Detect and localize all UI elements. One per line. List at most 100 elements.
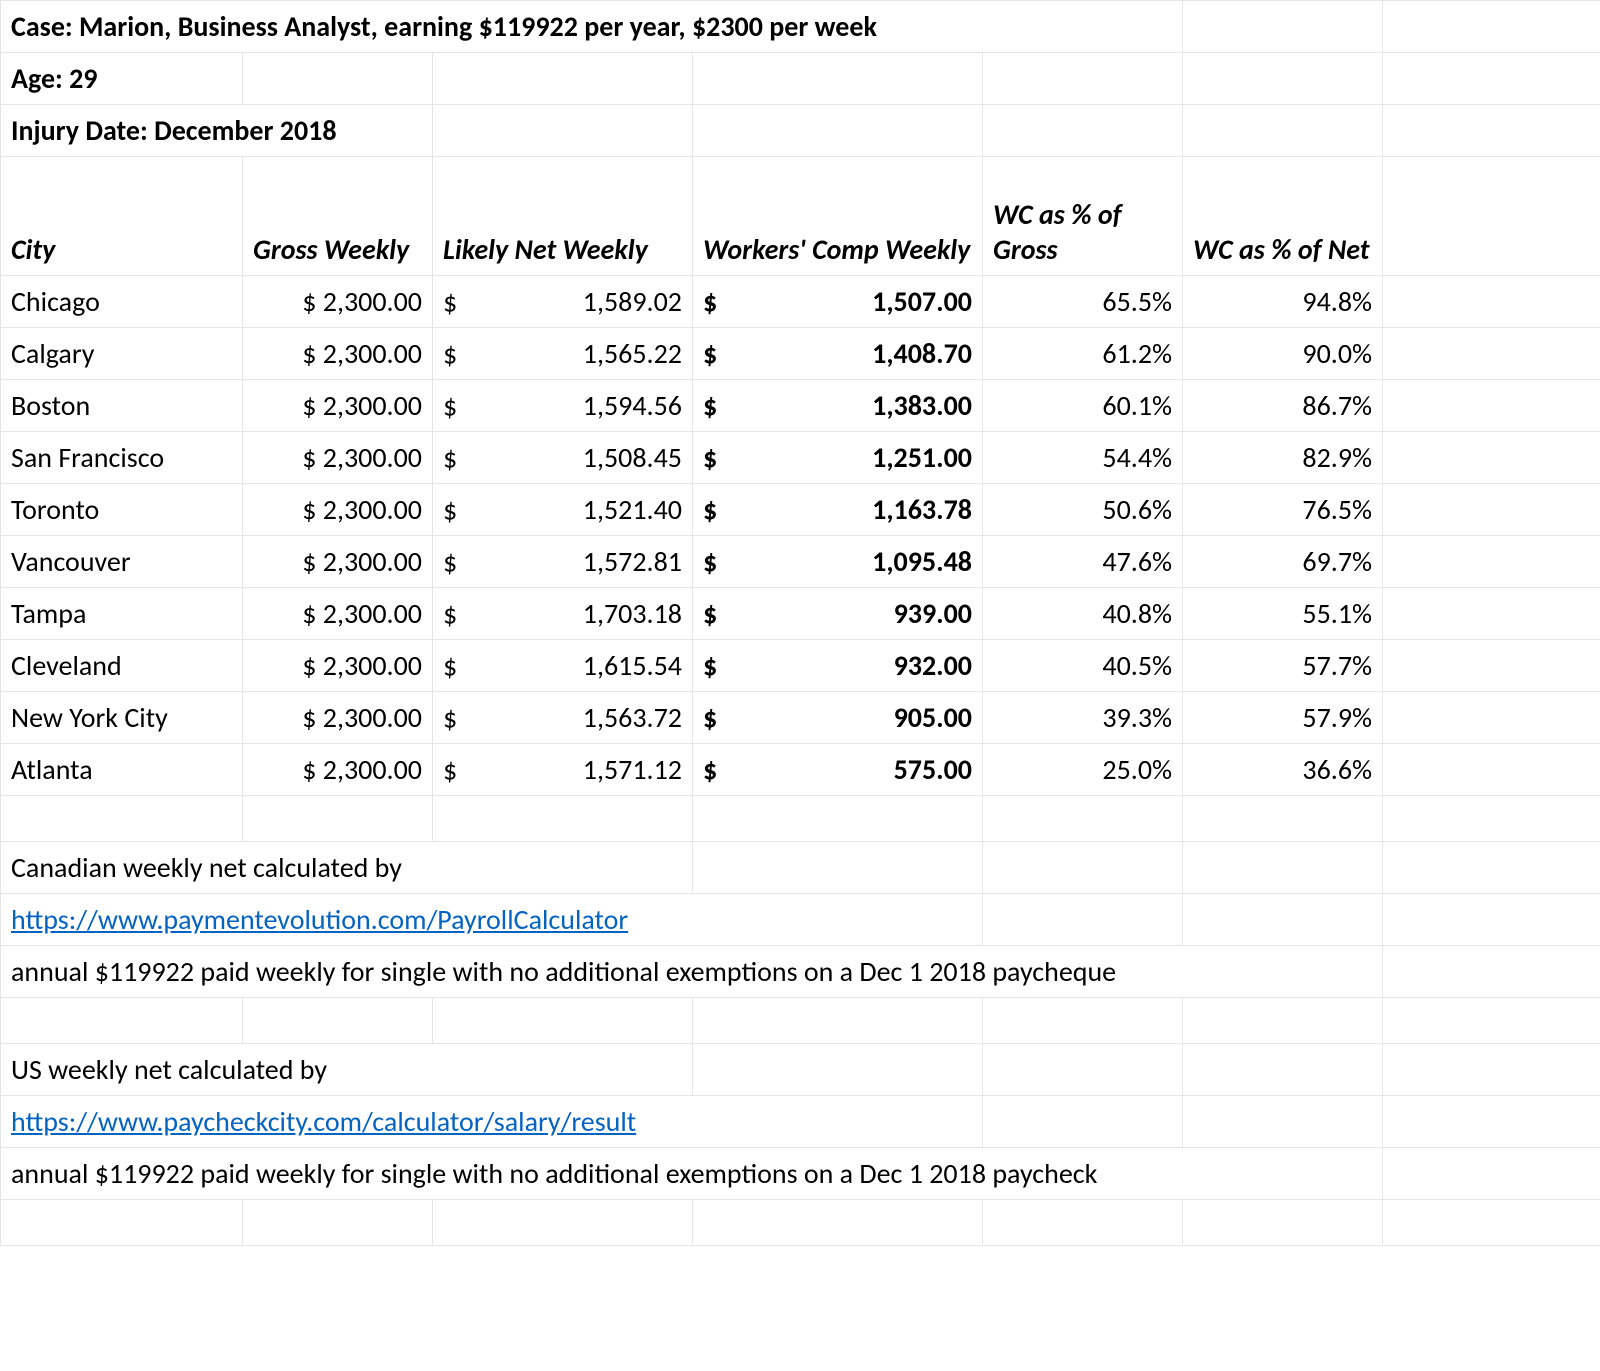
currency-symbol: $	[443, 648, 457, 683]
wc-value: 1,251.00	[703, 440, 972, 475]
case-text: Case: Marion, Business Analyst, earning …	[1, 1, 1183, 53]
cell-gross: $ 2,300.00	[243, 276, 433, 328]
table-row: Vancouver$ 2,300.00$1,572.81$1,095.4847.…	[1, 536, 1600, 588]
cell-net: $1,589.02	[433, 276, 693, 328]
ca-note-detail: annual $119922 paid weekly for single wi…	[1, 946, 1383, 998]
cell-net: $1,571.12	[433, 744, 693, 796]
us-note-link-row: https://www.paycheckcity.com/calculator/…	[1, 1096, 1600, 1148]
cell-pct-gross: 40.5%	[983, 640, 1183, 692]
cell-city: New York City	[1, 692, 243, 744]
net-value: 1,703.18	[443, 596, 682, 631]
currency-symbol: $	[703, 388, 717, 423]
cell-pct-net: 36.6%	[1183, 744, 1383, 796]
cell-wc: $1,163.78	[693, 484, 983, 536]
wc-value: 1,507.00	[703, 284, 972, 319]
us-link[interactable]: https://www.paycheckcity.com/calculator/…	[11, 1104, 636, 1139]
currency-symbol: $	[443, 492, 457, 527]
cell-gross: $ 2,300.00	[243, 432, 433, 484]
us-note-label-row: US weekly net calculated by	[1, 1044, 1600, 1096]
net-value: 1,508.45	[443, 440, 682, 475]
wc-value: 1,383.00	[703, 388, 972, 423]
cell-pct-net: 69.7%	[1183, 536, 1383, 588]
cell-pct-gross: 25.0%	[983, 744, 1183, 796]
net-value: 1,589.02	[443, 284, 682, 319]
ca-note-label: Canadian weekly net calculated by	[1, 842, 693, 894]
us-note-detail: annual $119922 paid weekly for single wi…	[1, 1148, 1383, 1200]
cell-city: Calgary	[1, 328, 243, 380]
net-value: 1,565.22	[443, 336, 682, 371]
wc-value: 1,408.70	[703, 336, 972, 371]
table-row: Tampa$ 2,300.00$1,703.18$939.0040.8%55.1…	[1, 588, 1600, 640]
column-header-row: City Gross Weekly Likely Net Weekly Work…	[1, 157, 1600, 276]
currency-symbol: $	[443, 284, 457, 319]
us-note-detail-row: annual $119922 paid weekly for single wi…	[1, 1148, 1600, 1200]
currency-symbol: $	[703, 336, 717, 371]
cell-city: Cleveland	[1, 640, 243, 692]
case-row: Case: Marion, Business Analyst, earning …	[1, 1, 1600, 53]
cell-net: $1,563.72	[433, 692, 693, 744]
cell-wc: $1,408.70	[693, 328, 983, 380]
table-row: Chicago$ 2,300.00$1,589.02$1,507.0065.5%…	[1, 276, 1600, 328]
ca-link[interactable]: https://www.paymentevolution.com/Payroll…	[11, 902, 628, 937]
cell-pct-gross: 39.3%	[983, 692, 1183, 744]
cell-gross: $ 2,300.00	[243, 536, 433, 588]
currency-symbol: $	[703, 700, 717, 735]
age-row: Age: 29	[1, 53, 1600, 105]
cell-city: Vancouver	[1, 536, 243, 588]
table-row: Calgary$ 2,300.00$1,565.22$1,408.7061.2%…	[1, 328, 1600, 380]
cell-gross: $ 2,300.00	[243, 640, 433, 692]
cell-wc: $1,383.00	[693, 380, 983, 432]
cell-city: San Francisco	[1, 432, 243, 484]
col-pct-net: WC as % of Net	[1183, 157, 1383, 276]
cell-pct-net: 57.9%	[1183, 692, 1383, 744]
net-value: 1,521.40	[443, 492, 682, 527]
currency-symbol: $	[443, 752, 457, 787]
table-row: New York City$ 2,300.00$1,563.72$905.003…	[1, 692, 1600, 744]
cell-net: $1,508.45	[433, 432, 693, 484]
blank-row	[1, 1200, 1600, 1246]
table-row: Cleveland$ 2,300.00$1,615.54$932.0040.5%…	[1, 640, 1600, 692]
currency-symbol: $	[443, 700, 457, 735]
cell-city: Toronto	[1, 484, 243, 536]
cell-gross: $ 2,300.00	[243, 744, 433, 796]
cell-net: $1,615.54	[433, 640, 693, 692]
col-pct-gross: WC as % of Gross	[983, 157, 1183, 276]
cell-pct-net: 86.7%	[1183, 380, 1383, 432]
currency-symbol: $	[703, 596, 717, 631]
cell-gross: $ 2,300.00	[243, 484, 433, 536]
wc-value: 575.00	[703, 752, 972, 787]
currency-symbol: $	[443, 336, 457, 371]
cell-wc: $932.00	[693, 640, 983, 692]
net-value: 1,563.72	[443, 700, 682, 735]
cell-gross: $ 2,300.00	[243, 692, 433, 744]
cell-pct-gross: 54.4%	[983, 432, 1183, 484]
currency-symbol: $	[703, 752, 717, 787]
cell-pct-net: 90.0%	[1183, 328, 1383, 380]
wc-value: 1,163.78	[703, 492, 972, 527]
cell-city: Atlanta	[1, 744, 243, 796]
cell-pct-gross: 65.5%	[983, 276, 1183, 328]
cell-pct-gross: 61.2%	[983, 328, 1183, 380]
cell-wc: $939.00	[693, 588, 983, 640]
cell-pct-net: 76.5%	[1183, 484, 1383, 536]
cell-pct-net: 94.8%	[1183, 276, 1383, 328]
blank-row	[1, 796, 1600, 842]
net-value: 1,571.12	[443, 752, 682, 787]
table-row: Boston$ 2,300.00$1,594.56$1,383.0060.1%8…	[1, 380, 1600, 432]
cell-net: $1,521.40	[433, 484, 693, 536]
wc-value: 1,095.48	[703, 544, 972, 579]
cell-wc: $1,095.48	[693, 536, 983, 588]
currency-symbol: $	[703, 648, 717, 683]
table-row: Atlanta$ 2,300.00$1,571.12$575.0025.0%36…	[1, 744, 1600, 796]
cell-wc: $905.00	[693, 692, 983, 744]
cell-pct-gross: 40.8%	[983, 588, 1183, 640]
currency-symbol: $	[443, 440, 457, 475]
cell-wc: $575.00	[693, 744, 983, 796]
col-wc: Workers' Comp Weekly	[693, 157, 983, 276]
cell-pct-net: 55.1%	[1183, 588, 1383, 640]
currency-symbol: $	[703, 544, 717, 579]
injury-row: Injury Date: December 2018	[1, 105, 1600, 157]
table-row: San Francisco$ 2,300.00$1,508.45$1,251.0…	[1, 432, 1600, 484]
cell-net: $1,594.56	[433, 380, 693, 432]
wc-value: 939.00	[703, 596, 972, 631]
